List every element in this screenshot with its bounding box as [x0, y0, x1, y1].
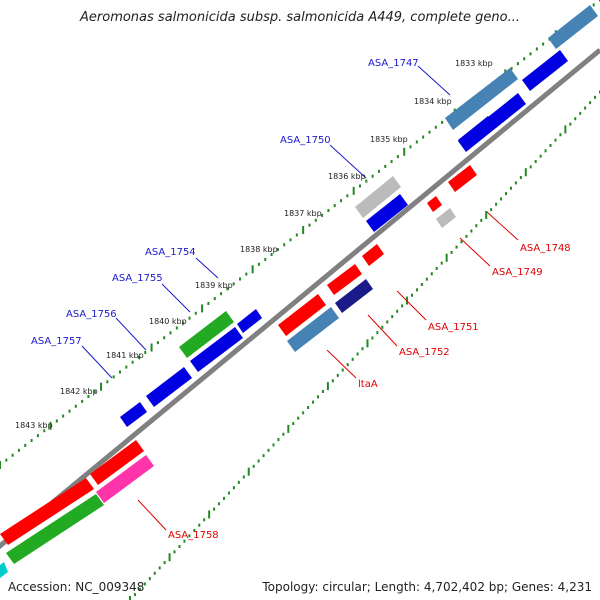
kbp-label-1838: 1838 kbp — [240, 245, 278, 254]
gene-cyan-bottom[interactable] — [0, 562, 8, 578]
gene-ltaa[interactable] — [287, 307, 339, 352]
kbp-label-1835: 1835 kbp — [370, 135, 408, 144]
connector-asa-1756 — [115, 317, 147, 351]
map-title: Aeromonas salmonicida subsp. salmonicida… — [80, 10, 520, 25]
gene-asa-1748[interactable] — [448, 165, 477, 192]
gene-asa-1750[interactable] — [355, 176, 401, 218]
forward-strand-genes — [0, 5, 598, 545]
gene-forward-1841[interactable] — [190, 327, 243, 372]
kbp-label-1833: 1833 kbp — [455, 59, 493, 68]
kbp-label-1841: 1841 kbp — [106, 351, 144, 360]
label-asa-1757[interactable]: ASA_1757 — [31, 336, 82, 347]
connector-ltaa — [326, 349, 357, 379]
gene-asa-1749b[interactable] — [436, 208, 456, 228]
accession-text: Accession: NC_009348 — [8, 580, 145, 594]
kbp-label-1842: 1842 kbp — [60, 387, 98, 396]
genome-backbone — [0, 48, 600, 550]
label-asa-1747[interactable]: ASA_1747 — [368, 58, 419, 69]
label-asa-1755[interactable]: ASA_1755 — [112, 273, 163, 284]
connector-asa-1755 — [161, 283, 191, 313]
gene-asa-1754[interactable] — [179, 311, 234, 358]
label-asa-1752[interactable]: ASA_1752 — [399, 347, 450, 358]
gene-forward-1834b[interactable] — [458, 116, 496, 151]
gene-asa-1751b[interactable] — [362, 244, 384, 266]
kbp-label-1839: 1839 kbp — [195, 281, 233, 290]
kbp-label-1836: 1836 kbp — [328, 172, 366, 181]
gene-asa-1752[interactable] — [335, 279, 373, 313]
gene-asa-1749[interactable] — [427, 196, 442, 212]
label-asa-1751[interactable]: ASA_1751 — [428, 322, 479, 333]
gene-green-bottom[interactable] — [6, 494, 104, 564]
connector-asa-1748 — [486, 211, 519, 241]
label-asa-1749[interactable]: ASA_1749 — [492, 267, 543, 278]
label-asa-1748[interactable]: ASA_1748 — [520, 243, 571, 254]
label-ltaa[interactable]: ltaA — [358, 379, 378, 390]
gene-asa-1751[interactable] — [327, 264, 362, 295]
gene-forward-1833a[interactable] — [522, 50, 568, 91]
label-connectors — [81, 65, 519, 531]
gene-ltaa-a[interactable] — [278, 294, 326, 336]
label-asa-1756[interactable]: ASA_1756 — [66, 309, 117, 320]
gene-forward-1840[interactable] — [237, 309, 262, 333]
connector-asa-1749 — [459, 237, 491, 267]
label-asa-1754[interactable]: ASA_1754 — [145, 247, 196, 258]
gene-reverse-bottom-2[interactable] — [90, 440, 144, 485]
gene-labels: ASA_1747 ASA_1750 ASA_1754 ASA_1755 ASA_… — [31, 58, 571, 541]
gene-top-edge[interactable] — [548, 5, 598, 49]
gene-forward-1843[interactable] — [120, 402, 147, 427]
gene-reverse-bottom-1[interactable] — [0, 478, 94, 545]
gene-forward-1842[interactable] — [146, 367, 192, 407]
tick-track-inner — [129, 90, 600, 600]
connector-asa-1747 — [417, 65, 451, 96]
connector-asa-1754 — [195, 257, 219, 279]
kbp-label-1834: 1834 kbp — [414, 97, 452, 106]
connector-asa-1751 — [396, 290, 427, 321]
connector-asa-1750 — [329, 144, 367, 179]
gene-forward-1836[interactable] — [366, 194, 408, 232]
gene-asa-1747[interactable] — [445, 68, 518, 130]
label-asa-1750[interactable]: ASA_1750 — [280, 135, 331, 146]
kbp-label-1843: 1843 kbp — [15, 421, 53, 430]
connector-asa-1758 — [137, 499, 167, 531]
kbp-labels: 1833 kbp 1834 kbp 1835 kbp 1836 kbp 1837… — [15, 59, 493, 430]
label-asa-1758[interactable]: ASA_1758 — [168, 530, 219, 541]
kbp-label-1840: 1840 kbp — [149, 317, 187, 326]
genome-summary-text: Topology: circular; Length: 4,702,402 bp… — [262, 580, 592, 594]
reverse-strand-genes — [0, 165, 477, 578]
connector-asa-1752 — [367, 314, 398, 347]
kbp-label-1837: 1837 kbp — [284, 209, 322, 218]
gene-asa-1758[interactable] — [96, 455, 154, 503]
connector-asa-1757 — [81, 345, 113, 379]
